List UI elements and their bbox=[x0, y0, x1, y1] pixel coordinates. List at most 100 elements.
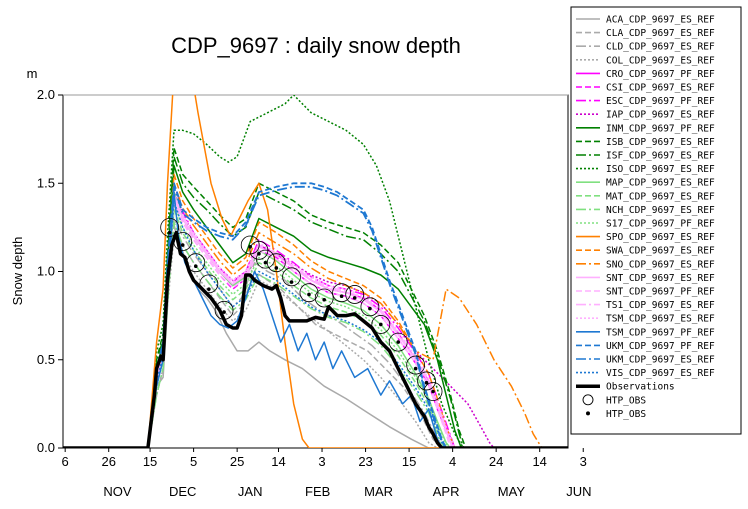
y-tick-label: 1.5 bbox=[37, 175, 55, 190]
legend-marker-htp-dot bbox=[586, 411, 590, 416]
y-axis-label: Snow depth bbox=[10, 237, 25, 306]
htp-obs-circle bbox=[314, 288, 334, 308]
legend-label: ISF_CDP_9697_ES_REF bbox=[606, 151, 715, 162]
htp-obs-circle bbox=[173, 232, 193, 251]
htp-obs-circle bbox=[240, 235, 260, 255]
y-unit-label: m bbox=[27, 66, 38, 81]
series-line-isf_cdp_9697_es_ref bbox=[63, 156, 568, 448]
series-line-cld_cdp_9697_es_ref bbox=[63, 217, 568, 448]
legend-label: TS1_CDP_9697_ES_REF bbox=[606, 300, 715, 311]
series-line-cla_cdp_9697_es_ref bbox=[63, 226, 568, 448]
htp-obs-circle bbox=[388, 332, 408, 352]
x-tick-label: 3 bbox=[580, 454, 587, 469]
x-month-label: JUN bbox=[566, 484, 591, 499]
x-tick-label: 5 bbox=[190, 454, 197, 469]
legend-marker-htp-circle bbox=[582, 394, 594, 406]
x-month-label: MAR bbox=[364, 484, 393, 499]
htp-obs-dot bbox=[207, 287, 211, 291]
htp-obs-circle bbox=[406, 355, 426, 375]
series-line-ukm_cdp_9697_es_ref bbox=[63, 185, 568, 448]
legend-label: IAP_CDP_9697_ES_REF bbox=[606, 110, 715, 121]
legend-box bbox=[570, 6, 742, 435]
y-tick-label: 0.0 bbox=[37, 440, 55, 455]
legend-label: ISO_CDP_9697_ES_REF bbox=[606, 164, 715, 175]
legend-label: MAP_CDP_9697_ES_REF bbox=[606, 178, 715, 189]
htp-obs-circle bbox=[299, 283, 319, 303]
x-month-label: MAY bbox=[498, 484, 526, 499]
htp-obs-dot bbox=[413, 366, 418, 371]
legend-label: SNT_CDP_9697_PF_REF bbox=[606, 287, 715, 298]
legend-label: ESC_CDP_9697_PF_REF bbox=[606, 96, 715, 107]
htp-obs-dot bbox=[257, 252, 261, 256]
series-line-iso_cdp_9697_es_ref bbox=[63, 95, 568, 448]
legend-label: CSI_CDP_9697_ES_REF bbox=[606, 83, 715, 94]
legend-label: S17_CDP_9697_PF_REF bbox=[606, 219, 715, 230]
htp-obs-dot bbox=[396, 340, 401, 344]
htp-obs-dot bbox=[322, 297, 327, 302]
htp-obs-circle bbox=[160, 217, 180, 237]
htp-obs-circle bbox=[332, 283, 352, 303]
x-tick-label: 15 bbox=[402, 454, 416, 469]
htp-obs-circle bbox=[371, 315, 391, 334]
htp-obs-dot bbox=[289, 280, 294, 284]
x-tick-label: 14 bbox=[271, 454, 285, 469]
htp-obs-dot bbox=[339, 294, 344, 299]
legend-label: Observations bbox=[606, 382, 675, 393]
x-tick-label: 6 bbox=[62, 454, 69, 469]
htp-obs-circle bbox=[256, 249, 275, 269]
x-tick-label: 3 bbox=[318, 454, 325, 469]
legend-label: MAT_CDP_9697_ES_REF bbox=[606, 191, 715, 202]
series-line-mat_cdp_9697_es_ref bbox=[63, 208, 568, 448]
x-month-label: APR bbox=[433, 484, 460, 499]
y-tick-label: 0.5 bbox=[37, 352, 55, 367]
htp-obs-dot bbox=[424, 380, 429, 385]
x-tick-label: 24 bbox=[489, 454, 503, 469]
x-tick-label: 15 bbox=[143, 454, 157, 469]
legend-label: CRO_CDP_9697_PF_REF bbox=[606, 69, 715, 80]
series-line-csi_cdp_9697_es_ref bbox=[63, 200, 568, 448]
legend-label: HTP_OBS bbox=[606, 409, 646, 420]
htp-obs-dot bbox=[274, 266, 279, 270]
legend-label: SPO_CDP_9697_ES_REF bbox=[606, 232, 715, 243]
htp-obs-dot bbox=[248, 244, 252, 249]
htp-obs-circle bbox=[214, 300, 234, 320]
series-line-col_cdp_9697_es_ref bbox=[63, 235, 568, 448]
htp-obs-circle bbox=[423, 382, 443, 401]
legend-label: UKM_CDP_9697_PF_REF bbox=[606, 341, 715, 352]
series-line-s17_cdp_9697_pf_ref bbox=[63, 203, 568, 448]
legend-label: INM_CDP_9697_PF_REF bbox=[606, 123, 715, 134]
x-axis: 6 26 15 5 25 14 3 23 15 4 24 14 3 NOV DEC JAN FEB MAR APR M… bbox=[62, 448, 592, 499]
x-month-label: FEB bbox=[305, 484, 330, 499]
htp-obs-dot bbox=[379, 322, 383, 327]
chart-title: CDP_9697 : daily snow depth bbox=[171, 33, 461, 58]
x-month-label: NOV bbox=[103, 484, 132, 499]
y-axis: 0.0 0.5 1.0 1.5 2.0 bbox=[37, 87, 63, 455]
htp-obs-dot bbox=[180, 243, 185, 247]
x-tick-label: 4 bbox=[449, 454, 456, 469]
observation-markers bbox=[160, 217, 443, 401]
y-tick-label: 2.0 bbox=[37, 87, 55, 102]
series-line-spo_cdp_9697_es_ref bbox=[63, 95, 568, 448]
x-month-label: JAN bbox=[238, 484, 263, 499]
legend-label: ACA_CDP_9697_ES_REF bbox=[606, 15, 715, 26]
legend-label: SWA_CDP_9697_ES_REF bbox=[606, 246, 715, 257]
htp-obs-dot bbox=[193, 264, 198, 269]
htp-obs-circle bbox=[282, 267, 301, 287]
legend-label: UKM_CDP_9697_ES_REF bbox=[606, 355, 715, 366]
series-layer bbox=[63, 95, 568, 448]
y-tick-label: 1.0 bbox=[37, 264, 55, 279]
htp-obs-circle bbox=[186, 253, 206, 273]
legend-label: CLA_CDP_9697_ES_REF bbox=[606, 28, 715, 39]
series-line-ts1_cdp_9697_es_ref bbox=[63, 194, 568, 448]
htp-obs-circle bbox=[345, 285, 365, 304]
legend: ACA_CDP_9697_ES_REF CLA_CDP_9697_ES_REF CL… bbox=[576, 15, 715, 420]
legend-label: CLD_CDP_9697_ES_REF bbox=[606, 42, 715, 53]
legend-label: NCH_CDP_9697_ES_REF bbox=[606, 205, 715, 216]
series-line-aca_cdp_9697_es_ref bbox=[63, 217, 568, 448]
x-tick-label: 26 bbox=[101, 454, 115, 469]
htp-obs-circle bbox=[199, 274, 219, 294]
htp-obs-dot bbox=[307, 292, 311, 297]
legend-label: SNT_CDP_9697_ES_REF bbox=[606, 273, 715, 284]
htp-obs-circle bbox=[417, 371, 436, 391]
